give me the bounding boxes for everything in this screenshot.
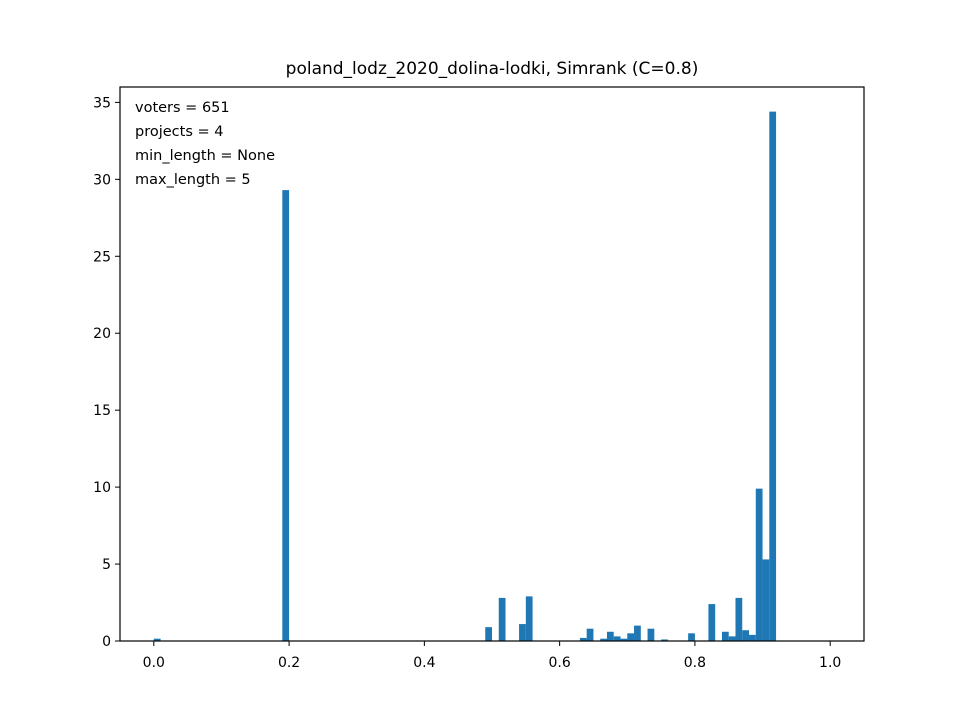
histogram-bar (762, 559, 770, 641)
histogram-bar (721, 631, 729, 641)
x-tick-label: 0.4 (413, 655, 435, 671)
histogram-bar (606, 631, 614, 641)
annotation-projects: projects = 4 (135, 124, 223, 140)
histogram-bar (661, 639, 668, 641)
histogram-bar (647, 628, 655, 641)
annotation-max-length: max_length = 5 (135, 172, 251, 188)
histogram-bar (579, 637, 587, 641)
histogram-bar (742, 630, 750, 641)
x-tick-label: 0.2 (278, 655, 300, 671)
histogram-bar (708, 604, 716, 641)
x-tick-label: 1.0 (819, 655, 841, 671)
histogram-bar (735, 597, 743, 641)
histogram-bar (153, 638, 161, 641)
x-tick-label: 0.0 (143, 655, 165, 671)
histogram-bar (613, 636, 621, 641)
y-tick-label: 10 (93, 480, 111, 496)
histogram-bar (485, 627, 492, 641)
histogram-bar (769, 111, 777, 642)
histogram-bar (498, 597, 506, 641)
histogram-bar (749, 634, 756, 641)
bars-group (153, 111, 777, 642)
x-axis: 0.0 0.2 0.4 0.6 0.8 1.0 (143, 641, 841, 671)
y-tick-label: 0 (102, 634, 111, 650)
y-axis: 0 5 10 15 20 25 30 35 (93, 95, 120, 650)
plot-frame (119, 86, 865, 642)
annotation-voters: voters = 651 (135, 100, 230, 116)
histogram-bar (634, 625, 641, 641)
histogram-bar (282, 190, 290, 642)
y-tick-label: 30 (93, 172, 111, 188)
info-annotations: voters = 651 projects = 4 min_length = N… (135, 100, 275, 188)
histogram-bar (728, 636, 736, 641)
histogram-bar (627, 633, 635, 641)
histogram-bar (755, 488, 763, 641)
y-tick-label: 5 (102, 557, 111, 573)
histogram-bar (525, 596, 533, 641)
y-tick-label: 35 (93, 95, 111, 111)
x-tick-label: 0.8 (684, 655, 706, 671)
histogram-bar (519, 624, 526, 641)
y-tick-label: 25 (93, 249, 111, 265)
histogram-bar (586, 628, 594, 641)
chart-title: poland_lodz_2020_dolina-lodki, Simrank (… (286, 59, 699, 79)
annotation-min-length: min_length = None (135, 148, 275, 164)
x-tick-label: 0.6 (549, 655, 571, 671)
histogram-bar (688, 633, 695, 641)
y-tick-label: 15 (93, 403, 111, 419)
histogram-bar (600, 638, 607, 641)
y-tick-label: 20 (93, 326, 111, 342)
histogram-bar (620, 638, 628, 641)
